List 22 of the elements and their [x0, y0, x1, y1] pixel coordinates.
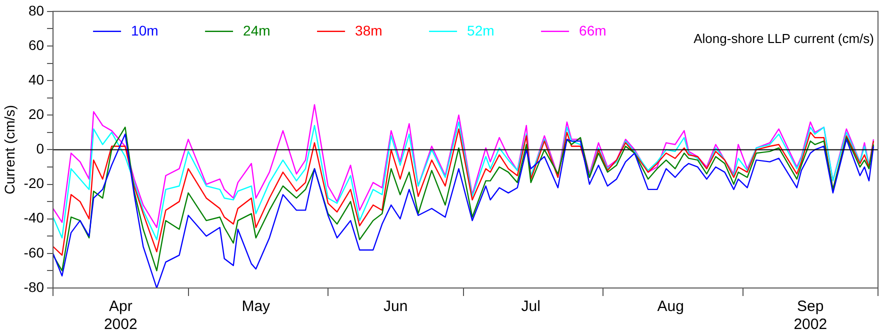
legend-label: 52m: [467, 22, 494, 38]
legend-label: 38m: [355, 22, 382, 38]
y-tick-label: 60: [28, 36, 44, 53]
y-tick-label: 40: [28, 71, 44, 88]
y-tick-label: 0: [36, 140, 44, 157]
legend-label: 66m: [579, 22, 606, 38]
legend-label: 24m: [243, 22, 270, 38]
y-tick-label: -20: [24, 175, 44, 192]
x-tick-label: Jun: [384, 298, 408, 316]
y-tick-label: -40: [24, 210, 44, 226]
x-tick-label: Aug: [657, 298, 684, 316]
y-tick-label: -80: [24, 278, 44, 295]
x-tick-label: Sep 2002: [794, 298, 828, 334]
y-tick-label: 80: [28, 2, 44, 18]
x-tick-label: Apr 2002: [104, 298, 138, 334]
legend-label: 10m: [131, 22, 158, 38]
y-tick-label: 20: [28, 106, 44, 122]
annotation: Along-shore LLP current (cm/s): [694, 30, 874, 46]
y-axis-title: Current (cm/s): [1, 104, 18, 194]
x-tick-label: May: [242, 298, 271, 316]
y-tick-label: -60: [24, 244, 44, 260]
x-tick-label: Jul: [521, 298, 540, 316]
